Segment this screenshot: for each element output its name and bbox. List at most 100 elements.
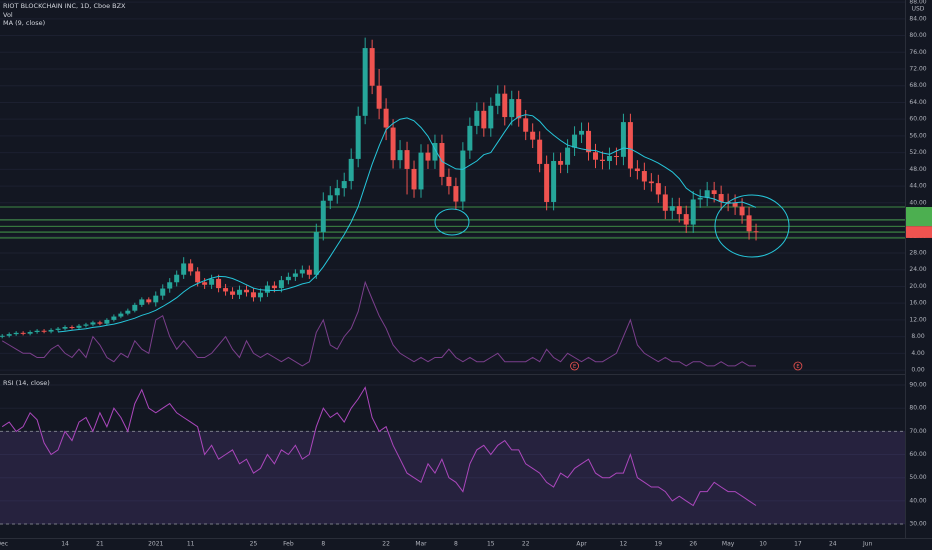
candle-body [662, 194, 668, 211]
candle-body [41, 330, 47, 332]
y-tick-label: 12.00 [909, 316, 926, 323]
x-tick-label: 12 [620, 541, 628, 548]
candle-body [572, 134, 578, 148]
y-tick-label: 68.00 [909, 82, 926, 89]
candle-body [746, 215, 752, 232]
y-tick-label: 24.00 [909, 266, 926, 273]
x-tick-label: 17 [794, 541, 802, 548]
candle-body [285, 276, 291, 281]
level-range-box [906, 206, 932, 227]
candle-body [90, 322, 96, 325]
candle-body [278, 280, 284, 289]
y-tick-label: 40.00 [909, 199, 926, 206]
candle-body [132, 304, 138, 311]
earnings-marker [793, 361, 803, 371]
drawn-circle [714, 194, 790, 258]
candle-body [250, 292, 256, 298]
x-tick-label: Dec [0, 541, 8, 548]
candle-body [460, 150, 466, 202]
candle-body [495, 93, 501, 106]
candle-body [383, 108, 389, 128]
volume-line [1, 280, 756, 367]
rsi-tick-label: 90.00 [909, 382, 926, 389]
candle-body [55, 328, 61, 330]
candle-body [355, 115, 361, 159]
y-tick-label: 16.00 [909, 300, 926, 307]
x-tick-label: 2021 [148, 541, 163, 548]
x-tick-label: 15 [487, 541, 495, 548]
y-tick-label: 76.00 [909, 49, 926, 56]
candle-body [104, 319, 110, 324]
candle-body [62, 327, 68, 329]
candle-body [620, 122, 626, 157]
y-tick-label: 20.00 [909, 283, 926, 290]
x-tick-label: Apr [576, 541, 587, 548]
candle-body [404, 150, 410, 169]
y-tick-label: 80.00 [909, 32, 926, 39]
candle-body [439, 143, 445, 177]
earnings-label: E [796, 364, 799, 370]
candle-body [509, 99, 515, 118]
candle-body [202, 282, 208, 285]
candle-body [97, 322, 103, 324]
candle-body [530, 131, 536, 140]
candle-body [627, 122, 633, 169]
x-tick-label: Feb [283, 541, 294, 548]
earnings-label: E [573, 364, 576, 370]
rsi-tick-label: 40.00 [909, 497, 926, 504]
x-tick-label: 8 [454, 541, 458, 548]
candle-body [718, 194, 724, 202]
plot [0, 37, 905, 507]
candle-body [237, 289, 243, 295]
x-tick-label: 8 [321, 541, 325, 548]
candle-body [579, 130, 585, 135]
rsi-tick-label: 80.00 [909, 405, 926, 412]
y-tick-label: 64.00 [909, 99, 926, 106]
candle-body [537, 139, 543, 164]
y-tick-label: 72.00 [909, 65, 926, 72]
y-tick-label: 84.00 [909, 15, 926, 22]
ma-line [57, 114, 757, 333]
y-tick-label: 44.00 [909, 183, 926, 190]
candle-body [565, 147, 571, 165]
candle-body [216, 278, 222, 289]
candle-body [739, 206, 745, 216]
drawn-circle [434, 208, 470, 236]
candle-body [341, 181, 347, 189]
candle-body [481, 110, 487, 129]
candle-body [544, 163, 550, 202]
candle-body [48, 329, 54, 332]
candle-body [348, 158, 354, 182]
candle-body [362, 48, 368, 116]
candle-body [502, 93, 508, 118]
candle-body [320, 200, 326, 233]
y-tick-label: 28.00 [909, 249, 926, 256]
candle-body [139, 299, 145, 305]
candle-body [606, 155, 612, 161]
y-tick-label: 52.00 [909, 149, 926, 156]
candle-body [516, 99, 522, 119]
candle-body [397, 150, 403, 161]
x-tick-label: 11 [187, 541, 195, 548]
candle-body [411, 168, 417, 190]
rsi-tick-label: 70.00 [909, 428, 926, 435]
candle-body [586, 130, 592, 153]
candle-body [669, 206, 675, 211]
y-tick-label: 88.00 [909, 0, 926, 6]
candle-body [704, 190, 710, 198]
x-tick-label: Jun [862, 541, 873, 548]
x-tick-label: 19 [654, 541, 662, 548]
candle-body [327, 195, 333, 201]
candle-body [20, 332, 26, 334]
chart-title: RIOT BLOCKCHAIN INC, 1D, Cboe BZX [3, 2, 126, 10]
candle-body [76, 325, 82, 328]
ma-legend: MA (9, close) [3, 19, 45, 27]
candle-body [244, 289, 249, 293]
candle-body [390, 127, 396, 161]
candle-body [111, 316, 117, 320]
candle-body [453, 186, 459, 202]
y-tick-label: 56.00 [909, 132, 926, 139]
y-tick-label: 4.00 [911, 350, 925, 357]
candle-body [425, 152, 431, 161]
x-tick-label: 22 [522, 541, 530, 548]
